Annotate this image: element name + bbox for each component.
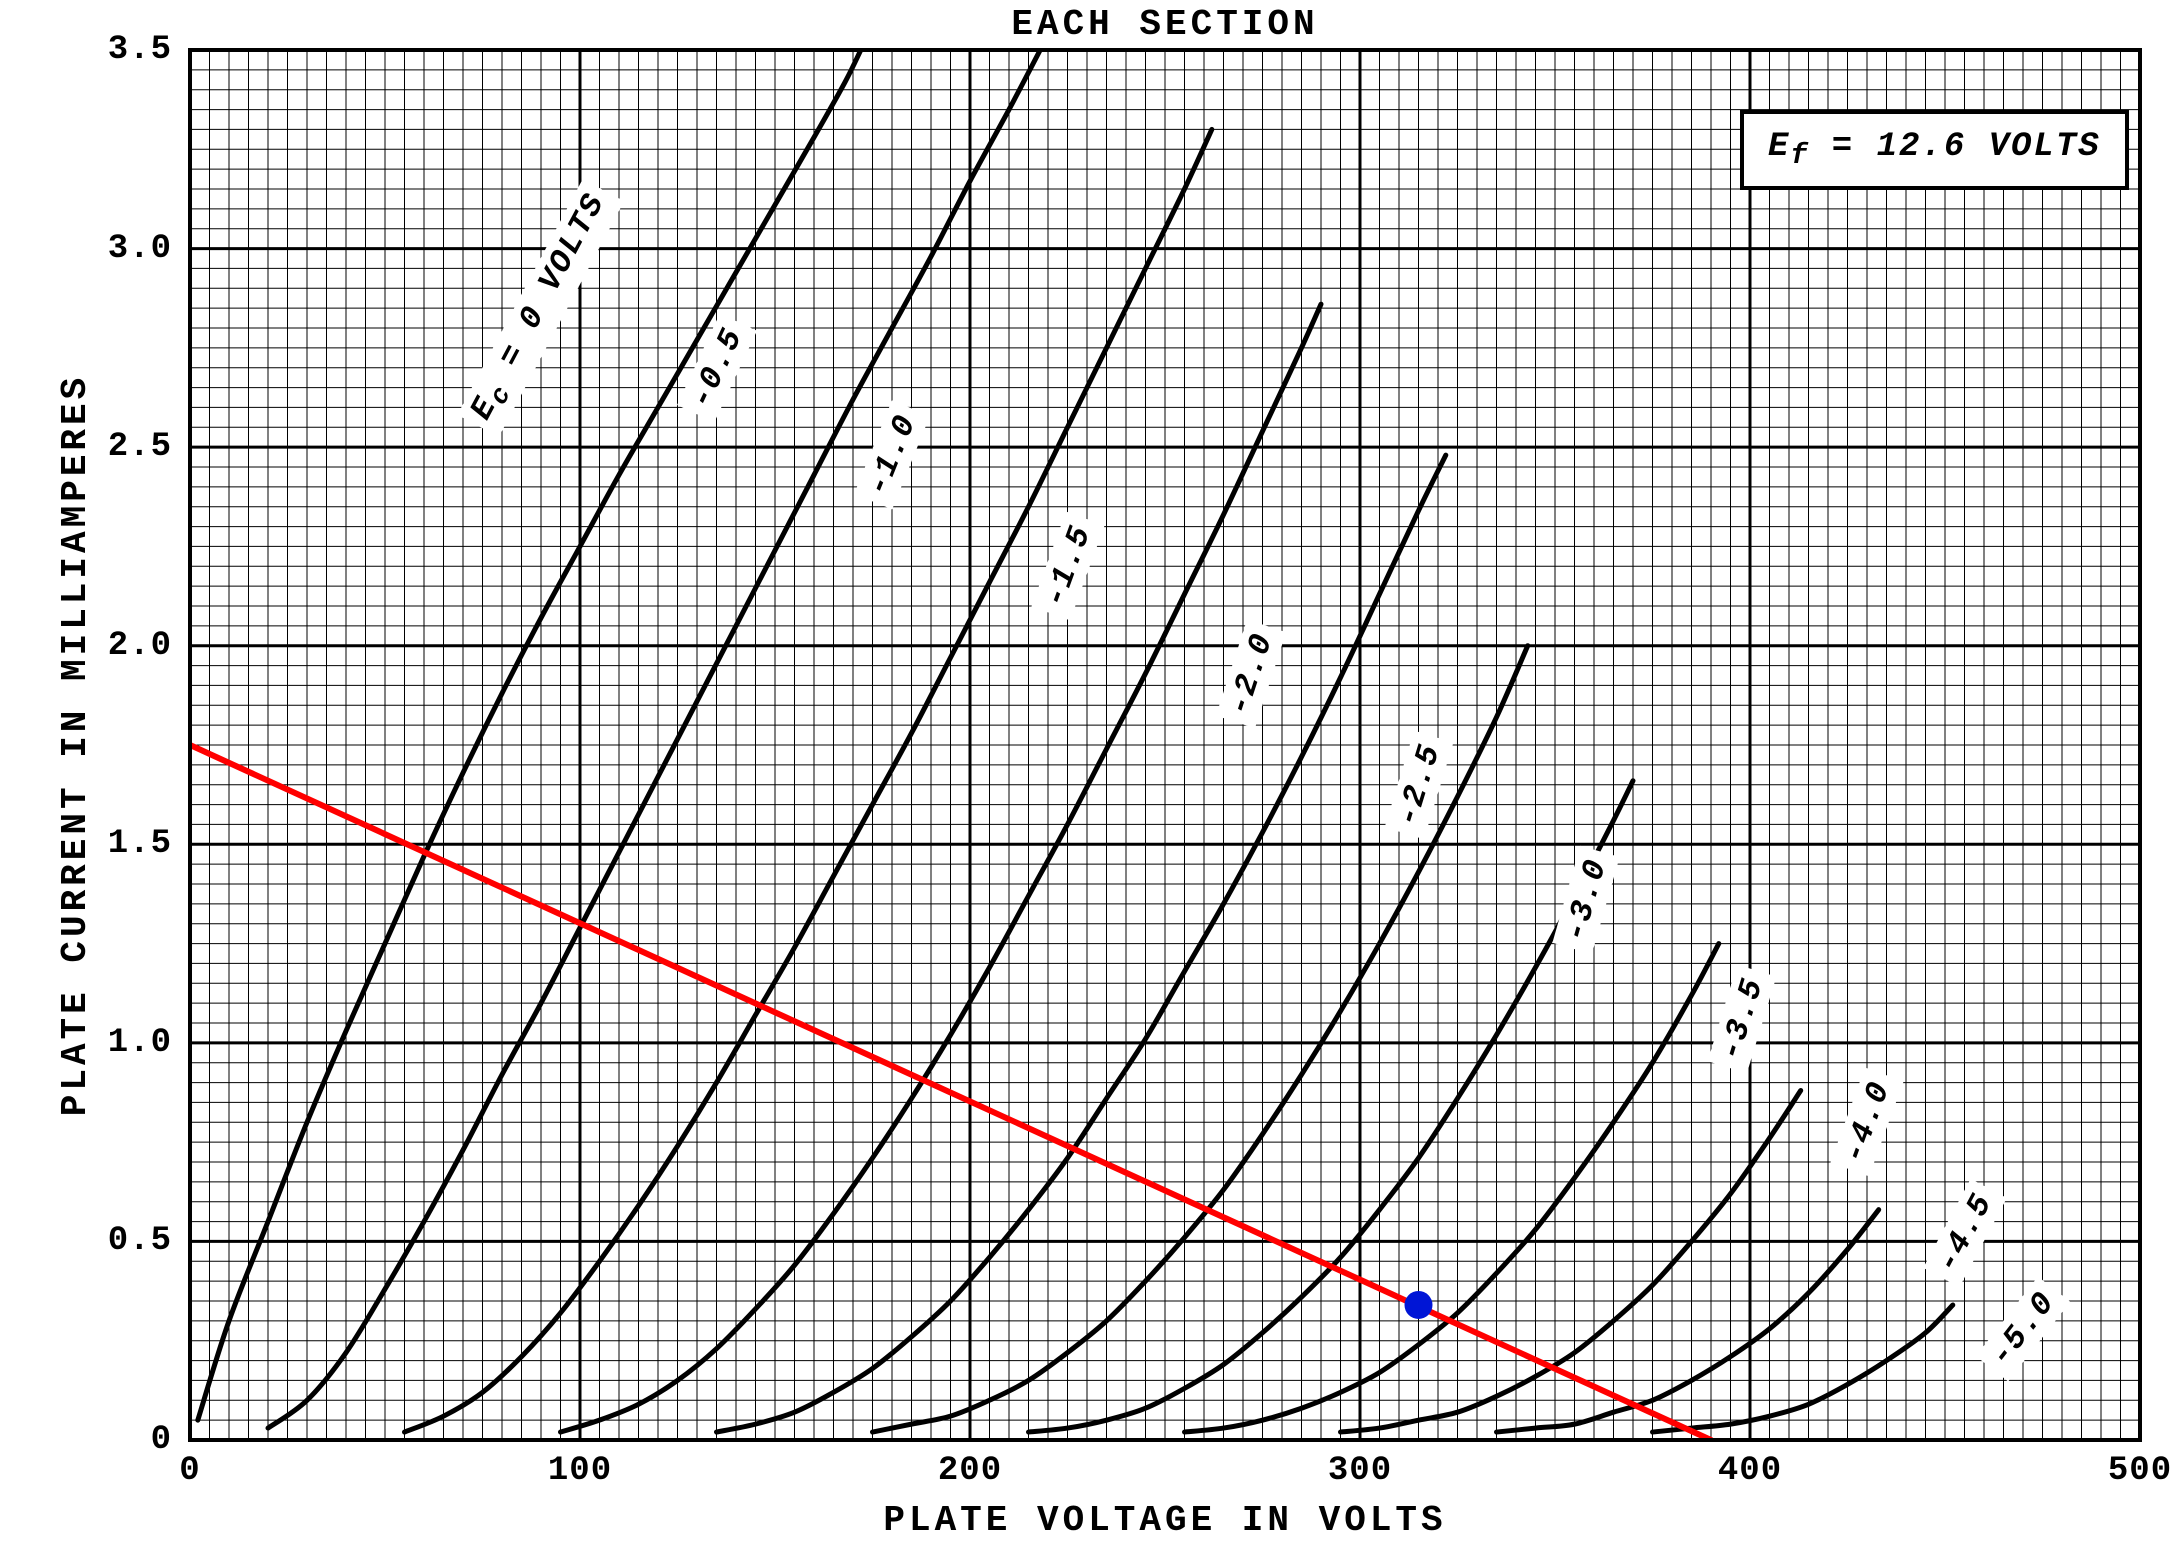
chart-svg <box>0 0 2177 1561</box>
y-tick-label: 3.0 <box>108 230 172 268</box>
y-tick-label: 2.0 <box>108 627 172 665</box>
x-axis-title: PLATE VOLTAGE IN VOLTS <box>883 1500 1446 1541</box>
x-tick-label: 100 <box>548 1452 612 1490</box>
x-tick-label: 200 <box>938 1452 1002 1490</box>
grid-curve-0 <box>198 50 861 1420</box>
ef-subscript: f <box>1790 139 1809 172</box>
y-tick-label: 2.5 <box>108 428 172 466</box>
grid-curve-3 <box>561 304 1322 1432</box>
y-tick-label: 1.0 <box>108 1024 172 1062</box>
ef-value: = 12.6 VOLTS <box>1809 128 2100 166</box>
y-tick-label: 3.5 <box>108 31 172 69</box>
y-tick-label: 0.5 <box>108 1222 172 1260</box>
y-tick-label: 0 <box>151 1421 172 1459</box>
ef-symbol: E <box>1768 128 1790 166</box>
grid-curve-10 <box>1653 1305 1953 1432</box>
grid-curve-6 <box>1029 781 1634 1432</box>
operating-point-marker <box>1405 1291 1433 1319</box>
chart-title: EACH SECTION <box>1011 4 1318 45</box>
y-axis-title: PLATE CURRENT IN MILLIAMPERES <box>55 374 96 1117</box>
y-tick-label: 1.5 <box>108 825 172 863</box>
x-tick-label: 300 <box>1328 1452 1392 1490</box>
x-tick-label: 500 <box>2108 1452 2172 1490</box>
x-tick-label: 0 <box>179 1452 200 1490</box>
filament-voltage-annotation: Ef = 12.6 VOLTS <box>1740 110 2129 190</box>
plate-characteristics-chart: EACH SECTION PLATE VOLTAGE IN VOLTS PLAT… <box>0 0 2177 1561</box>
grid-curve-7 <box>1185 944 1719 1432</box>
x-tick-label: 400 <box>1718 1452 1782 1490</box>
